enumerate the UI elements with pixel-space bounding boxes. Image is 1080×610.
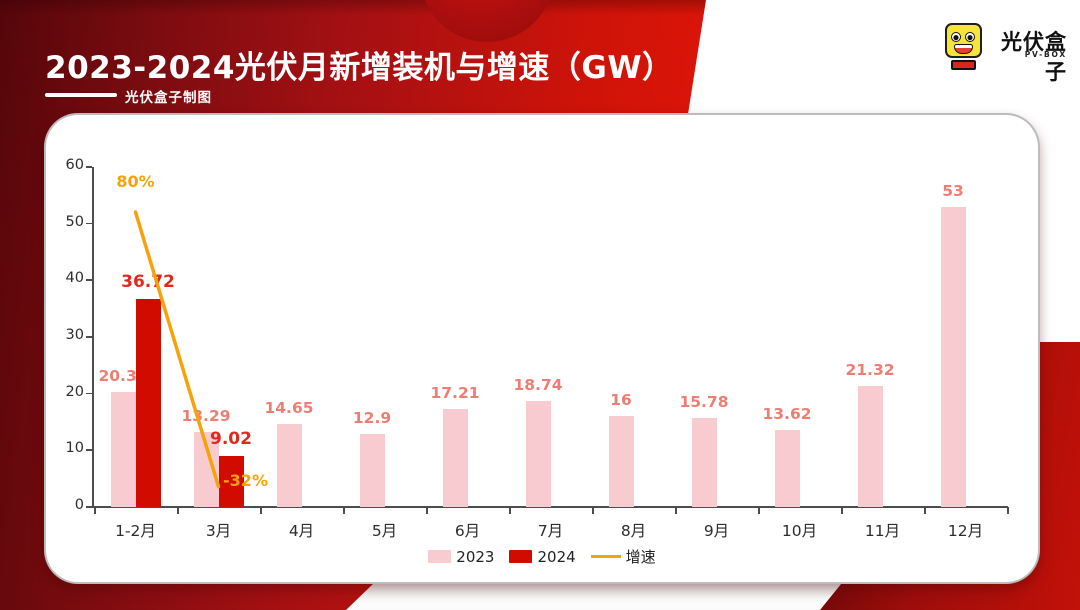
legend-label: 增速	[625, 548, 656, 566]
byline-text: 光伏盒子制图	[125, 90, 212, 106]
chart-legend: 2023 2024 增速	[46, 546, 1038, 567]
logo-brand-name: 光伏盒子	[1001, 30, 1067, 84]
legend-swatch-rect-icon	[509, 550, 533, 563]
legend-label: 2024	[537, 547, 576, 566]
logo-eye-icon	[951, 32, 961, 42]
legend-swatch-rect-icon	[428, 550, 452, 563]
chart-card	[46, 115, 1038, 582]
logo-stand-icon	[951, 60, 976, 70]
legend-swatch-line-icon	[590, 554, 621, 559]
legend-item-2024: 2024	[509, 547, 576, 566]
legend-item-2023: 2023	[428, 548, 494, 566]
legend-item-增速: 增速	[590, 546, 656, 567]
logo-mouth-icon	[954, 44, 973, 54]
page-title: 2023-2024光伏月新增装机与增速（GW）	[45, 50, 674, 86]
byline-rule	[45, 93, 117, 97]
logo-eye-icon	[965, 32, 975, 42]
logo-sub-brand: PV-BOX	[1024, 50, 1067, 59]
legend-label: 2023	[456, 547, 495, 566]
pv-box-logo-icon	[945, 23, 982, 58]
